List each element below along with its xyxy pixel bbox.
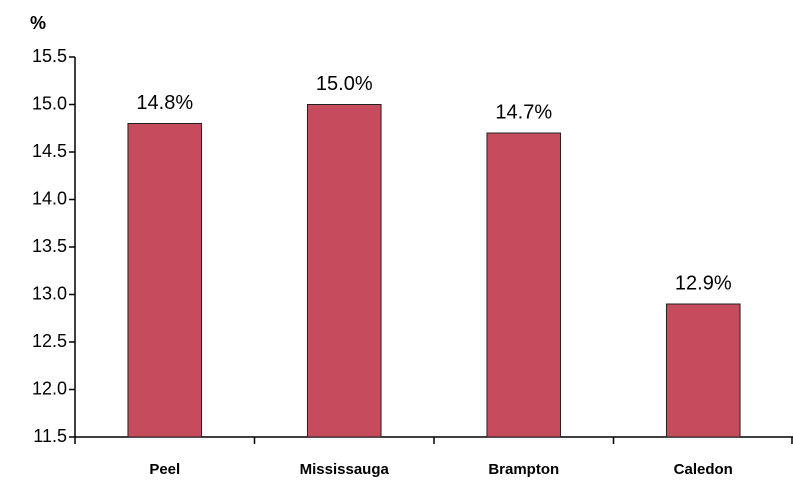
y-tick-label: 11.5 — [33, 426, 67, 446]
y-tick-label: 12.5 — [32, 331, 67, 351]
data-label: 15.0% — [316, 73, 373, 95]
bar — [665, 303, 741, 438]
bar — [486, 132, 562, 438]
x-tick-label: Caledon — [674, 461, 733, 478]
data-label: 12.9% — [675, 272, 732, 294]
y-tick-label: 14.5 — [32, 141, 67, 161]
data-label: 14.7% — [495, 101, 552, 123]
y-tick-label: 15.5 — [32, 46, 67, 66]
x-tick-label: Mississauga — [300, 461, 390, 478]
y-tick-label: 13.5 — [32, 236, 67, 256]
y-axis-label: % — [30, 13, 46, 33]
x-tick-label: Peel — [149, 461, 180, 478]
y-tick-label: 14.0 — [32, 188, 67, 208]
y-tick-label: 15.0 — [32, 93, 67, 113]
y-tick-label: 13.0 — [32, 283, 67, 303]
x-tick-label: Brampton — [488, 461, 559, 478]
data-label: 14.8% — [136, 92, 193, 114]
y-tick-label: 12.0 — [32, 378, 67, 398]
bar — [127, 123, 203, 438]
bar — [306, 104, 382, 438]
